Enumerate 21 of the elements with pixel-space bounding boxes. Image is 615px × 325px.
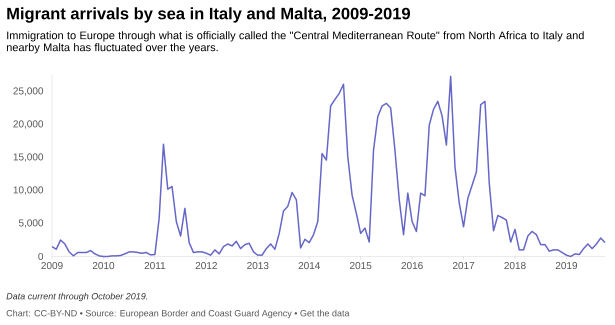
x-tick-label: 2017 — [452, 262, 474, 270]
y-tick-label: 15,000 — [14, 153, 44, 162]
x-tick-label: 2014 — [298, 262, 320, 270]
x-tick-label: 2018 — [504, 262, 526, 270]
y-tick-label: 10,000 — [14, 186, 44, 195]
text: Chart: CC-BY-ND • Source: European Border and Coast Guard Agency • Get the data — [6, 310, 350, 318]
x-tick-label: 2016 — [401, 262, 423, 270]
y-tick-label: 5,000 — [18, 219, 44, 228]
chart-title: Migrant arrivals by sea in Italy and Malta, 2009-2019 — [7, 7, 410, 23]
x-tick-label: 2011 — [144, 262, 166, 270]
x-tick-label: 2010 — [92, 262, 114, 270]
x-tick-label: 2015 — [350, 262, 372, 270]
y-tick-label: 25,000 — [13, 87, 44, 96]
x-tick-label: 2009 — [41, 262, 63, 270]
y-tick-label: 0 — [38, 252, 44, 260]
text: Data current through October 2019. — [6, 292, 148, 302]
chart-subtitle: Immigration to Europe through what is officially called the "Central Mediterranean Route" from North Africa to Italy and nearby Malta has fluctuated over the years. — [6, 31, 584, 54]
x-tick-label: 2019 — [556, 262, 578, 270]
x-tick-label: 2012 — [196, 262, 217, 270]
x-tick-label: 2013 — [247, 262, 268, 270]
y-tick-label: 20,000 — [13, 120, 44, 129]
